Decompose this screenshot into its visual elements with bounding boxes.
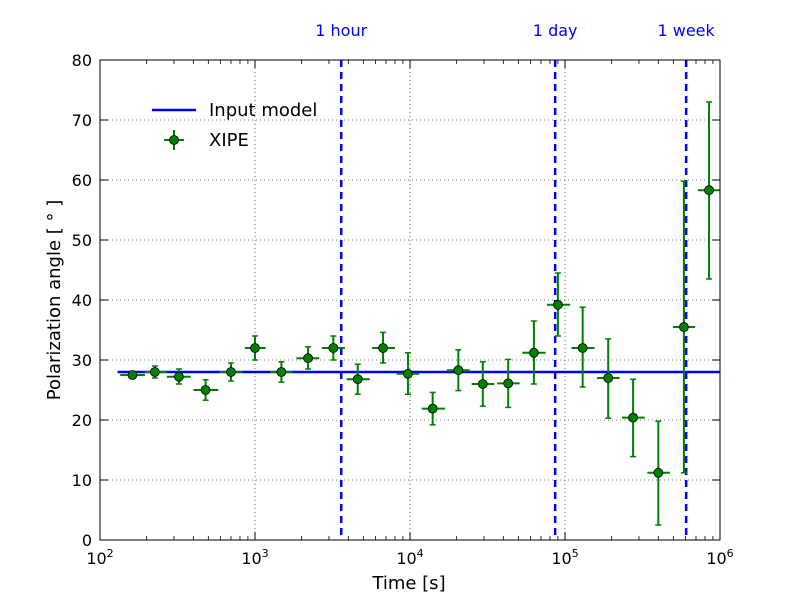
data-point <box>621 378 645 458</box>
y-tick-labels: 0 10 20 30 40 50 60 70 80 <box>72 51 92 550</box>
data-point <box>166 368 191 385</box>
vertical-marker-lines <box>339 60 688 540</box>
x-tick-label: 104 <box>396 547 423 568</box>
data-point <box>372 331 395 364</box>
y-tick-label: 0 <box>82 531 92 550</box>
y-tick-label: 80 <box>72 51 92 70</box>
data-point <box>120 370 145 380</box>
y-tick-label: 50 <box>72 231 92 250</box>
data-marker <box>149 367 160 377</box>
data-marker <box>603 373 614 383</box>
grid <box>100 60 720 540</box>
data-point <box>697 101 720 280</box>
data-marker <box>127 370 138 380</box>
data-marker <box>174 371 184 382</box>
data-marker <box>553 299 563 310</box>
data-marker <box>378 343 388 353</box>
data-point <box>647 420 670 526</box>
legend-xipe-label: XIPE <box>209 130 249 151</box>
x-tick-labels: 102 103 104 105 106 <box>86 547 733 568</box>
data-point <box>446 349 470 392</box>
y-tick-label: 40 <box>72 291 92 310</box>
data-point <box>270 361 293 383</box>
data-marker <box>250 343 260 353</box>
data-point <box>396 352 420 395</box>
x-tick-label: 103 <box>241 547 268 568</box>
x-tick-label: 106 <box>706 547 733 568</box>
y-tick-label: 60 <box>72 171 92 190</box>
data-point <box>244 335 266 361</box>
data-point <box>471 361 495 407</box>
data-point <box>346 363 370 395</box>
data-point <box>219 362 243 382</box>
xipe-data-points <box>120 101 720 526</box>
legend-model-label: Input model <box>209 100 317 121</box>
data-point <box>193 379 219 401</box>
x-tick-label: 105 <box>551 547 578 568</box>
data-point <box>321 335 345 361</box>
data-marker <box>427 403 438 414</box>
data-point <box>421 391 445 426</box>
data-marker <box>276 367 287 377</box>
data-point <box>546 272 571 337</box>
vline-label-1-hour: 1 hour <box>315 21 367 40</box>
y-tick-label: 10 <box>72 471 92 490</box>
vline-label-1-week: 1 week <box>657 21 715 40</box>
data-point <box>571 306 595 388</box>
y-tick-label: 20 <box>72 411 92 430</box>
data-marker <box>477 379 488 389</box>
y-tick-label: 70 <box>72 111 92 130</box>
x-tick-label: 102 <box>86 547 113 568</box>
data-marker <box>528 347 539 358</box>
data-marker <box>453 365 464 376</box>
vline-label-1-day: 1 day <box>533 21 578 40</box>
data-marker <box>403 368 413 379</box>
data-marker <box>328 343 339 353</box>
data-marker <box>679 322 689 332</box>
legend: Input model XIPE <box>152 100 317 151</box>
data-point <box>144 365 167 379</box>
data-marker <box>226 367 236 377</box>
data-marker <box>303 353 313 364</box>
data-marker <box>577 343 588 353</box>
data-point <box>296 346 320 370</box>
data-marker <box>704 185 714 196</box>
vertical-line-labels: 1 hour 1 day 1 week <box>315 21 715 40</box>
y-axis-label: Polarization angle [ ° ] <box>44 200 65 401</box>
data-point <box>497 358 520 409</box>
axis-ticks <box>99 59 721 541</box>
legend-xipe-swatch <box>164 130 184 150</box>
y-tick-label: 30 <box>72 351 92 370</box>
data-point <box>672 180 696 474</box>
data-point <box>522 320 546 385</box>
x-axis-label: Time [s] <box>371 573 445 594</box>
data-point <box>597 338 620 419</box>
data-marker <box>200 385 211 395</box>
data-marker <box>352 374 363 385</box>
data-marker <box>503 378 514 389</box>
data-marker <box>653 467 664 478</box>
data-marker <box>628 412 638 423</box>
